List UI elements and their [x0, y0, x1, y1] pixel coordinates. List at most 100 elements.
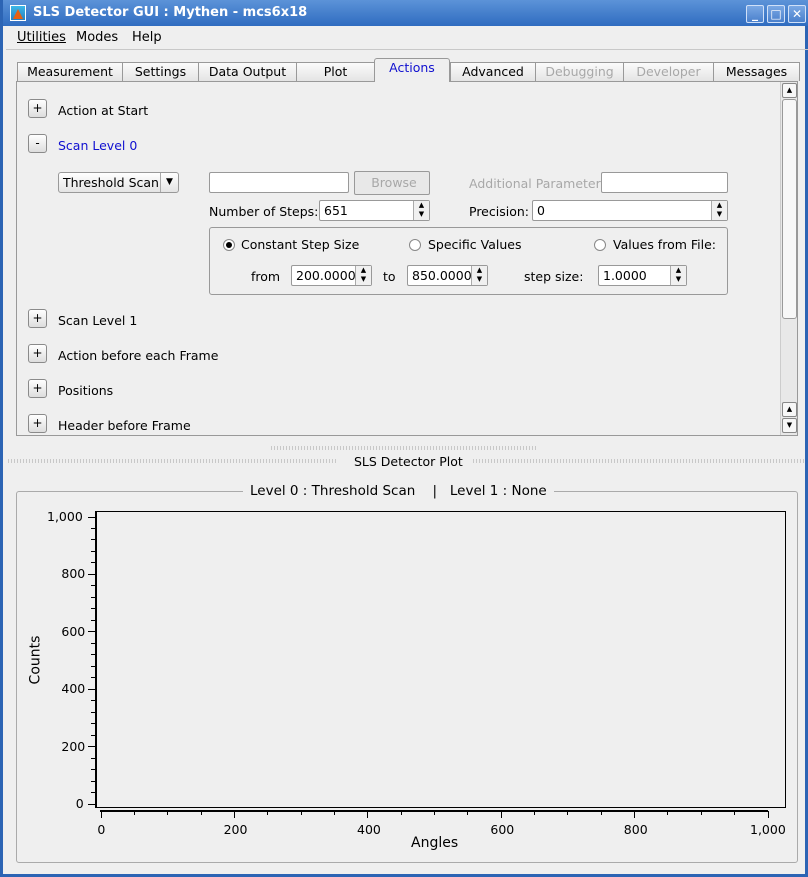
y-tick	[91, 585, 95, 587]
spin-arrows-icon[interactable]: ▲ ▼	[471, 266, 487, 285]
dock-title-decoration	[8, 459, 338, 463]
maximize-button[interactable]: □	[767, 5, 785, 23]
y-tick-label: 400	[61, 681, 86, 697]
from-spinbox[interactable]: 200.0000 ▲ ▼	[291, 265, 372, 286]
specific-values-radio[interactable]	[409, 239, 421, 251]
y-tick-label: 0	[75, 796, 84, 811]
x-tick-label: 600	[490, 822, 515, 837]
section-label[interactable]: Scan Level 1	[58, 313, 138, 328]
constant-step-radio[interactable]	[223, 239, 235, 251]
expand-button[interactable]: +	[28, 379, 47, 398]
section-label[interactable]: Action before each Frame	[58, 348, 219, 363]
tab-plot[interactable]: Plot	[296, 62, 375, 81]
scrollbar-thumb[interactable]	[782, 99, 797, 319]
y-tick	[91, 642, 95, 644]
y-tick-label: 200	[61, 738, 86, 754]
plot-dock-title: SLS Detector Plot	[354, 454, 463, 469]
step-mode-group: Constant Step Size Specific Values Value…	[209, 227, 728, 295]
x-tick	[267, 811, 269, 815]
steps-spinbox[interactable]: 651 ▲ ▼	[319, 200, 430, 221]
y-tick	[91, 539, 95, 541]
x-tick	[300, 811, 302, 815]
x-tick	[167, 811, 169, 815]
window-title: SLS Detector GUI : Mythen - mcs6x18	[33, 5, 308, 20]
spin-arrows-icon[interactable]: ▲ ▼	[711, 201, 727, 220]
to-spinbox[interactable]: 850.0000 ▲ ▼	[407, 265, 488, 286]
scroll-down-icon[interactable]: ▼	[782, 418, 797, 433]
minimize-button[interactable]: _	[746, 5, 764, 23]
collapse-button[interactable]: -	[28, 134, 47, 153]
y-tick	[91, 792, 95, 794]
plot-group-title: Level 0 : Threshold Scan | Level 1 : Non…	[243, 483, 554, 499]
tab-settings[interactable]: Settings	[122, 62, 199, 81]
values-from-file-label: Values from File:	[613, 237, 717, 252]
close-button[interactable]: ✕	[788, 5, 806, 23]
y-axis-label: Counts	[27, 635, 44, 685]
spin-arrows-icon[interactable]: ▲ ▼	[355, 266, 371, 285]
steps-label: Number of Steps:	[209, 204, 319, 219]
step-size-spinbox[interactable]: 1.0000 ▲ ▼	[598, 265, 687, 286]
specific-values-label: Specific Values	[428, 237, 522, 252]
splitter-handle[interactable]	[271, 446, 536, 450]
expand-button[interactable]: +	[28, 344, 47, 363]
section-label[interactable]: Action at Start	[58, 103, 149, 118]
x-tick	[567, 811, 569, 815]
tab-advanced[interactable]: Advanced	[450, 62, 536, 81]
y-tick	[91, 677, 95, 679]
y-tick	[88, 688, 95, 690]
vertical-scrollbar[interactable]: ▲ ▲ ▼	[780, 82, 797, 435]
menu-help[interactable]: Help	[132, 30, 162, 45]
title-bar: SLS Detector GUI : Mythen - mcs6x18 _ □ …	[3, 0, 808, 26]
x-tick	[667, 811, 669, 815]
dock-title-decoration	[473, 459, 806, 463]
y-tick	[91, 608, 95, 610]
precision-value: 0	[537, 203, 545, 218]
spin-arrows-icon[interactable]: ▲ ▼	[670, 266, 686, 285]
scan-type-dropdown[interactable]: Threshold Scan ▼	[58, 172, 179, 193]
x-tick	[467, 811, 469, 815]
menu-utilities[interactable]: Utilities	[17, 30, 66, 45]
menu-modes[interactable]: Modes	[76, 30, 119, 45]
precision-spinbox[interactable]: 0 ▲ ▼	[532, 200, 728, 221]
tab-messages[interactable]: Messages	[713, 62, 800, 81]
browse-button[interactable]: Browse	[354, 171, 430, 195]
additional-parameter-input[interactable]	[601, 172, 728, 193]
x-tick	[233, 811, 235, 818]
scroll-up-icon[interactable]: ▲	[782, 83, 797, 98]
tab-actions[interactable]: Actions	[374, 58, 450, 82]
y-tick	[91, 654, 95, 656]
spin-arrows-icon[interactable]: ▲ ▼	[413, 201, 429, 220]
x-tick	[634, 811, 636, 818]
y-tick	[88, 746, 95, 748]
constant-step-label: Constant Step Size	[241, 237, 360, 252]
x-tick	[434, 811, 435, 815]
expand-button[interactable]: +	[28, 414, 47, 433]
y-tick	[91, 769, 95, 771]
steps-value: 651	[324, 203, 348, 218]
x-tick	[100, 811, 102, 818]
y-tick	[91, 780, 95, 782]
expand-button[interactable]: +	[28, 99, 47, 118]
to-label: to	[383, 269, 396, 284]
app-icon	[10, 5, 26, 21]
scan-type-value: Threshold Scan	[63, 175, 159, 190]
scroll-up-icon[interactable]: ▲	[782, 402, 797, 417]
y-tick-label: 800	[61, 566, 86, 582]
section-label[interactable]: Header before Frame	[58, 418, 191, 433]
expand-button[interactable]: +	[28, 309, 47, 328]
tab-measurement[interactable]: Measurement	[17, 62, 123, 81]
plot-canvas[interactable]	[95, 511, 786, 808]
x-tick	[400, 811, 402, 815]
y-tick-label: 600	[61, 623, 86, 639]
y-tick	[88, 803, 95, 805]
script-file-input[interactable]	[209, 172, 349, 193]
x-tick	[200, 811, 202, 815]
tab-data-output[interactable]: Data Output	[198, 62, 297, 81]
section-label[interactable]: Positions	[58, 383, 114, 398]
y-tick	[91, 596, 95, 598]
values-from-file-radio[interactable]	[594, 239, 606, 251]
section-label[interactable]: Scan Level 0	[58, 138, 138, 153]
actions-panel: + Action at Start - Scan Level 0 + Scan Level…	[16, 81, 798, 436]
y-tick	[88, 573, 95, 575]
